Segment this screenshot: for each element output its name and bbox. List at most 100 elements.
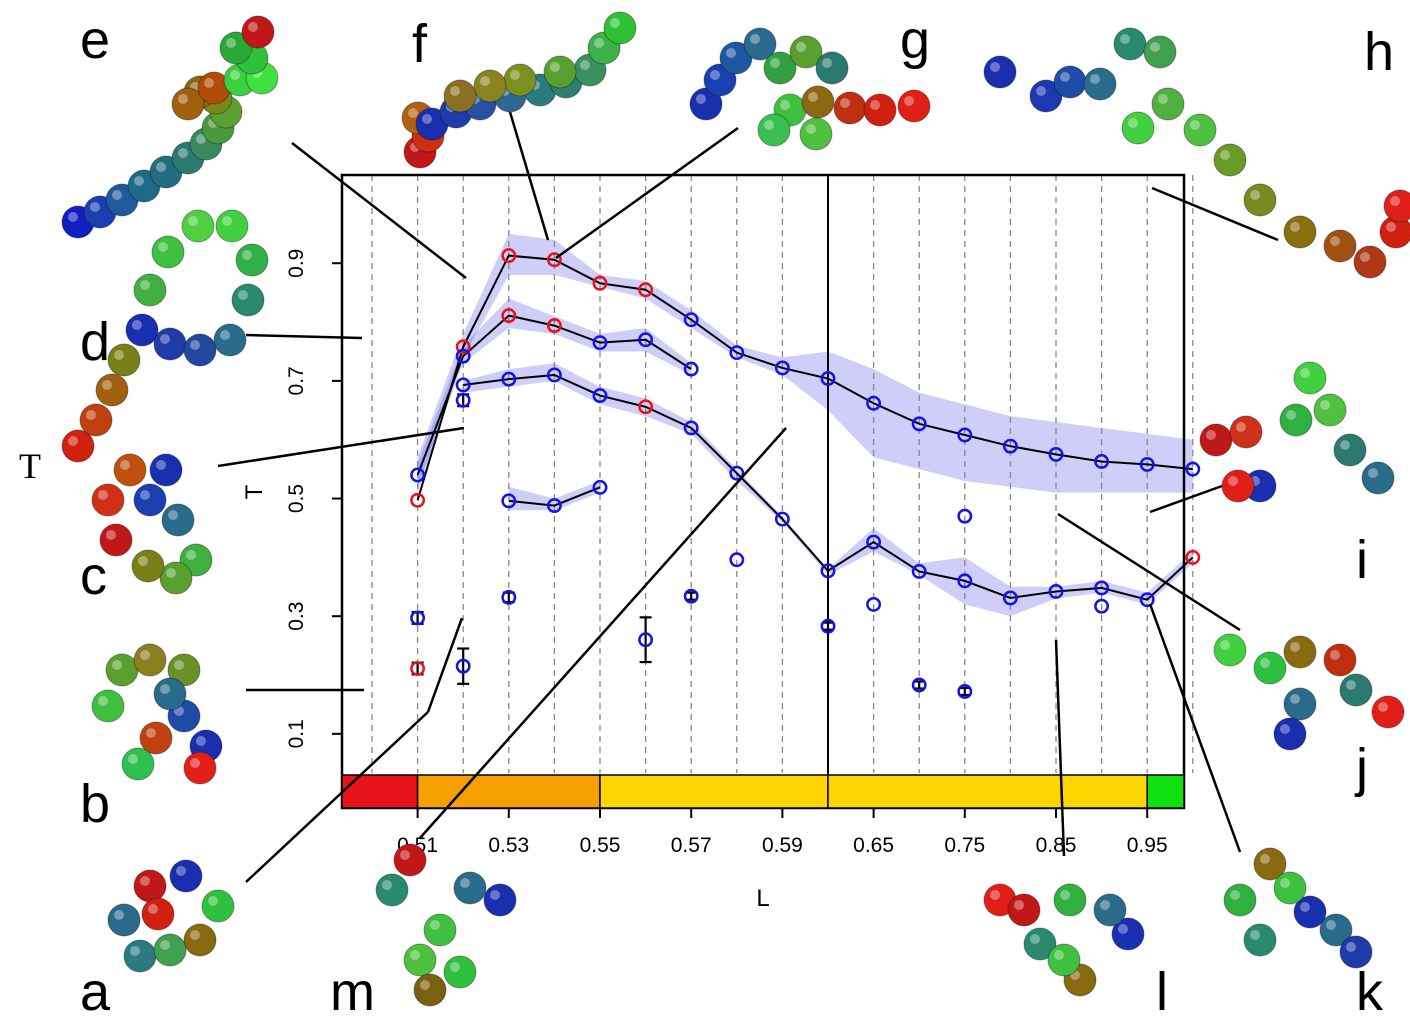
bead-highlight: [1014, 900, 1024, 910]
bead-highlight: [696, 94, 706, 104]
bead-highlight: [140, 490, 150, 500]
data-point: [1139, 592, 1155, 608]
bead-highlight: [1128, 118, 1138, 128]
bead: [703, 63, 737, 97]
bead-highlight: [186, 550, 196, 560]
bead: [235, 243, 269, 277]
bead: [133, 869, 167, 903]
series-line: [416, 254, 1193, 501]
bead: [1323, 229, 1357, 263]
data-point: [410, 492, 426, 508]
bead: [815, 51, 849, 85]
bead-highlight: [156, 162, 166, 172]
bead: [91, 689, 125, 723]
bead: [1333, 433, 1367, 467]
bead: [1383, 189, 1410, 223]
bead-highlight: [450, 962, 460, 972]
panel-i: i: [1199, 361, 1395, 590]
data-point: [501, 493, 517, 509]
bead: [763, 51, 797, 85]
axis-ticks: 0.10.30.50.70.90.510.530.550.570.590.650…: [285, 249, 1168, 857]
connector-line: [1151, 186, 1279, 242]
y-tick-label: 0.9: [285, 249, 308, 278]
connector-line: [508, 111, 550, 241]
bead-highlight: [190, 930, 200, 940]
bead-highlight: [1190, 120, 1200, 130]
bead: [61, 429, 95, 463]
bead-highlight: [420, 980, 430, 990]
bead: [403, 943, 437, 977]
bead: [231, 283, 265, 317]
bead: [183, 751, 217, 785]
bead-highlight: [1330, 650, 1340, 660]
connector-line: [1057, 512, 1241, 632]
bead-highlight: [1220, 150, 1230, 160]
bead-highlight: [1360, 252, 1370, 262]
data-point: [1094, 598, 1110, 614]
bead: [91, 483, 125, 517]
bead-highlight: [168, 510, 178, 520]
data-point: [546, 367, 562, 383]
panel-letter: i: [1356, 530, 1368, 590]
data-point: [1002, 590, 1018, 606]
bead-highlight: [1320, 400, 1330, 410]
panel-d: d: [61, 209, 269, 463]
grid-lines: [371, 175, 1194, 808]
bead: [757, 113, 791, 147]
bead: [213, 323, 247, 357]
data-point: [638, 399, 654, 415]
data-point: [638, 332, 654, 348]
left-side-title: T: [19, 446, 41, 486]
bead-highlight: [480, 76, 490, 86]
panel-letter: f: [412, 14, 428, 74]
panel-l: l: [983, 883, 1168, 1020]
panel-letter: b: [80, 774, 110, 834]
bead-highlight: [400, 850, 410, 860]
data-point: [1139, 456, 1155, 472]
x-tick-label: 0.75: [944, 834, 985, 857]
bead-highlight: [160, 940, 170, 950]
bead: [833, 91, 867, 125]
bead-highlight: [248, 22, 258, 32]
data-point: [820, 618, 836, 634]
data-point: [683, 312, 699, 328]
bead: [503, 63, 537, 97]
data-point: [1002, 438, 1018, 454]
bead: [1243, 923, 1277, 957]
bead: [107, 343, 141, 377]
bead-highlight: [222, 216, 232, 226]
bead: [95, 373, 129, 407]
bead-highlight: [382, 880, 392, 890]
panel-letter: h: [1364, 22, 1394, 82]
x-tick-label: 0.53: [488, 834, 529, 857]
bead: [171, 87, 205, 121]
y-tick-label: 0.5: [285, 484, 308, 513]
bead-highlight: [408, 108, 418, 118]
bead-highlight: [160, 334, 170, 344]
bead-highlight: [1290, 222, 1300, 232]
data-point: [410, 661, 426, 676]
bead-highlight: [870, 100, 880, 110]
bead-highlight: [410, 950, 420, 960]
bead: [789, 35, 823, 69]
bead: [113, 453, 147, 487]
bead: [161, 503, 195, 537]
bead: [1283, 687, 1317, 721]
bead-highlight: [904, 96, 914, 106]
bead-highlight: [1220, 640, 1230, 650]
bead-highlight: [710, 70, 720, 80]
bead-highlight: [1206, 430, 1216, 440]
bead: [393, 843, 427, 877]
bead-highlight: [806, 124, 816, 134]
bead: [1319, 913, 1353, 947]
bead-highlight: [112, 190, 122, 200]
bead: [801, 85, 835, 119]
bead: [141, 897, 175, 931]
confidence-bands: [417, 233, 1193, 617]
bead-highlight: [1286, 410, 1296, 420]
panel-a: a: [80, 859, 235, 1020]
bead-highlight: [140, 280, 150, 290]
panel-e: e: [61, 10, 279, 239]
bead: [1361, 461, 1395, 495]
bead: [1151, 87, 1185, 121]
